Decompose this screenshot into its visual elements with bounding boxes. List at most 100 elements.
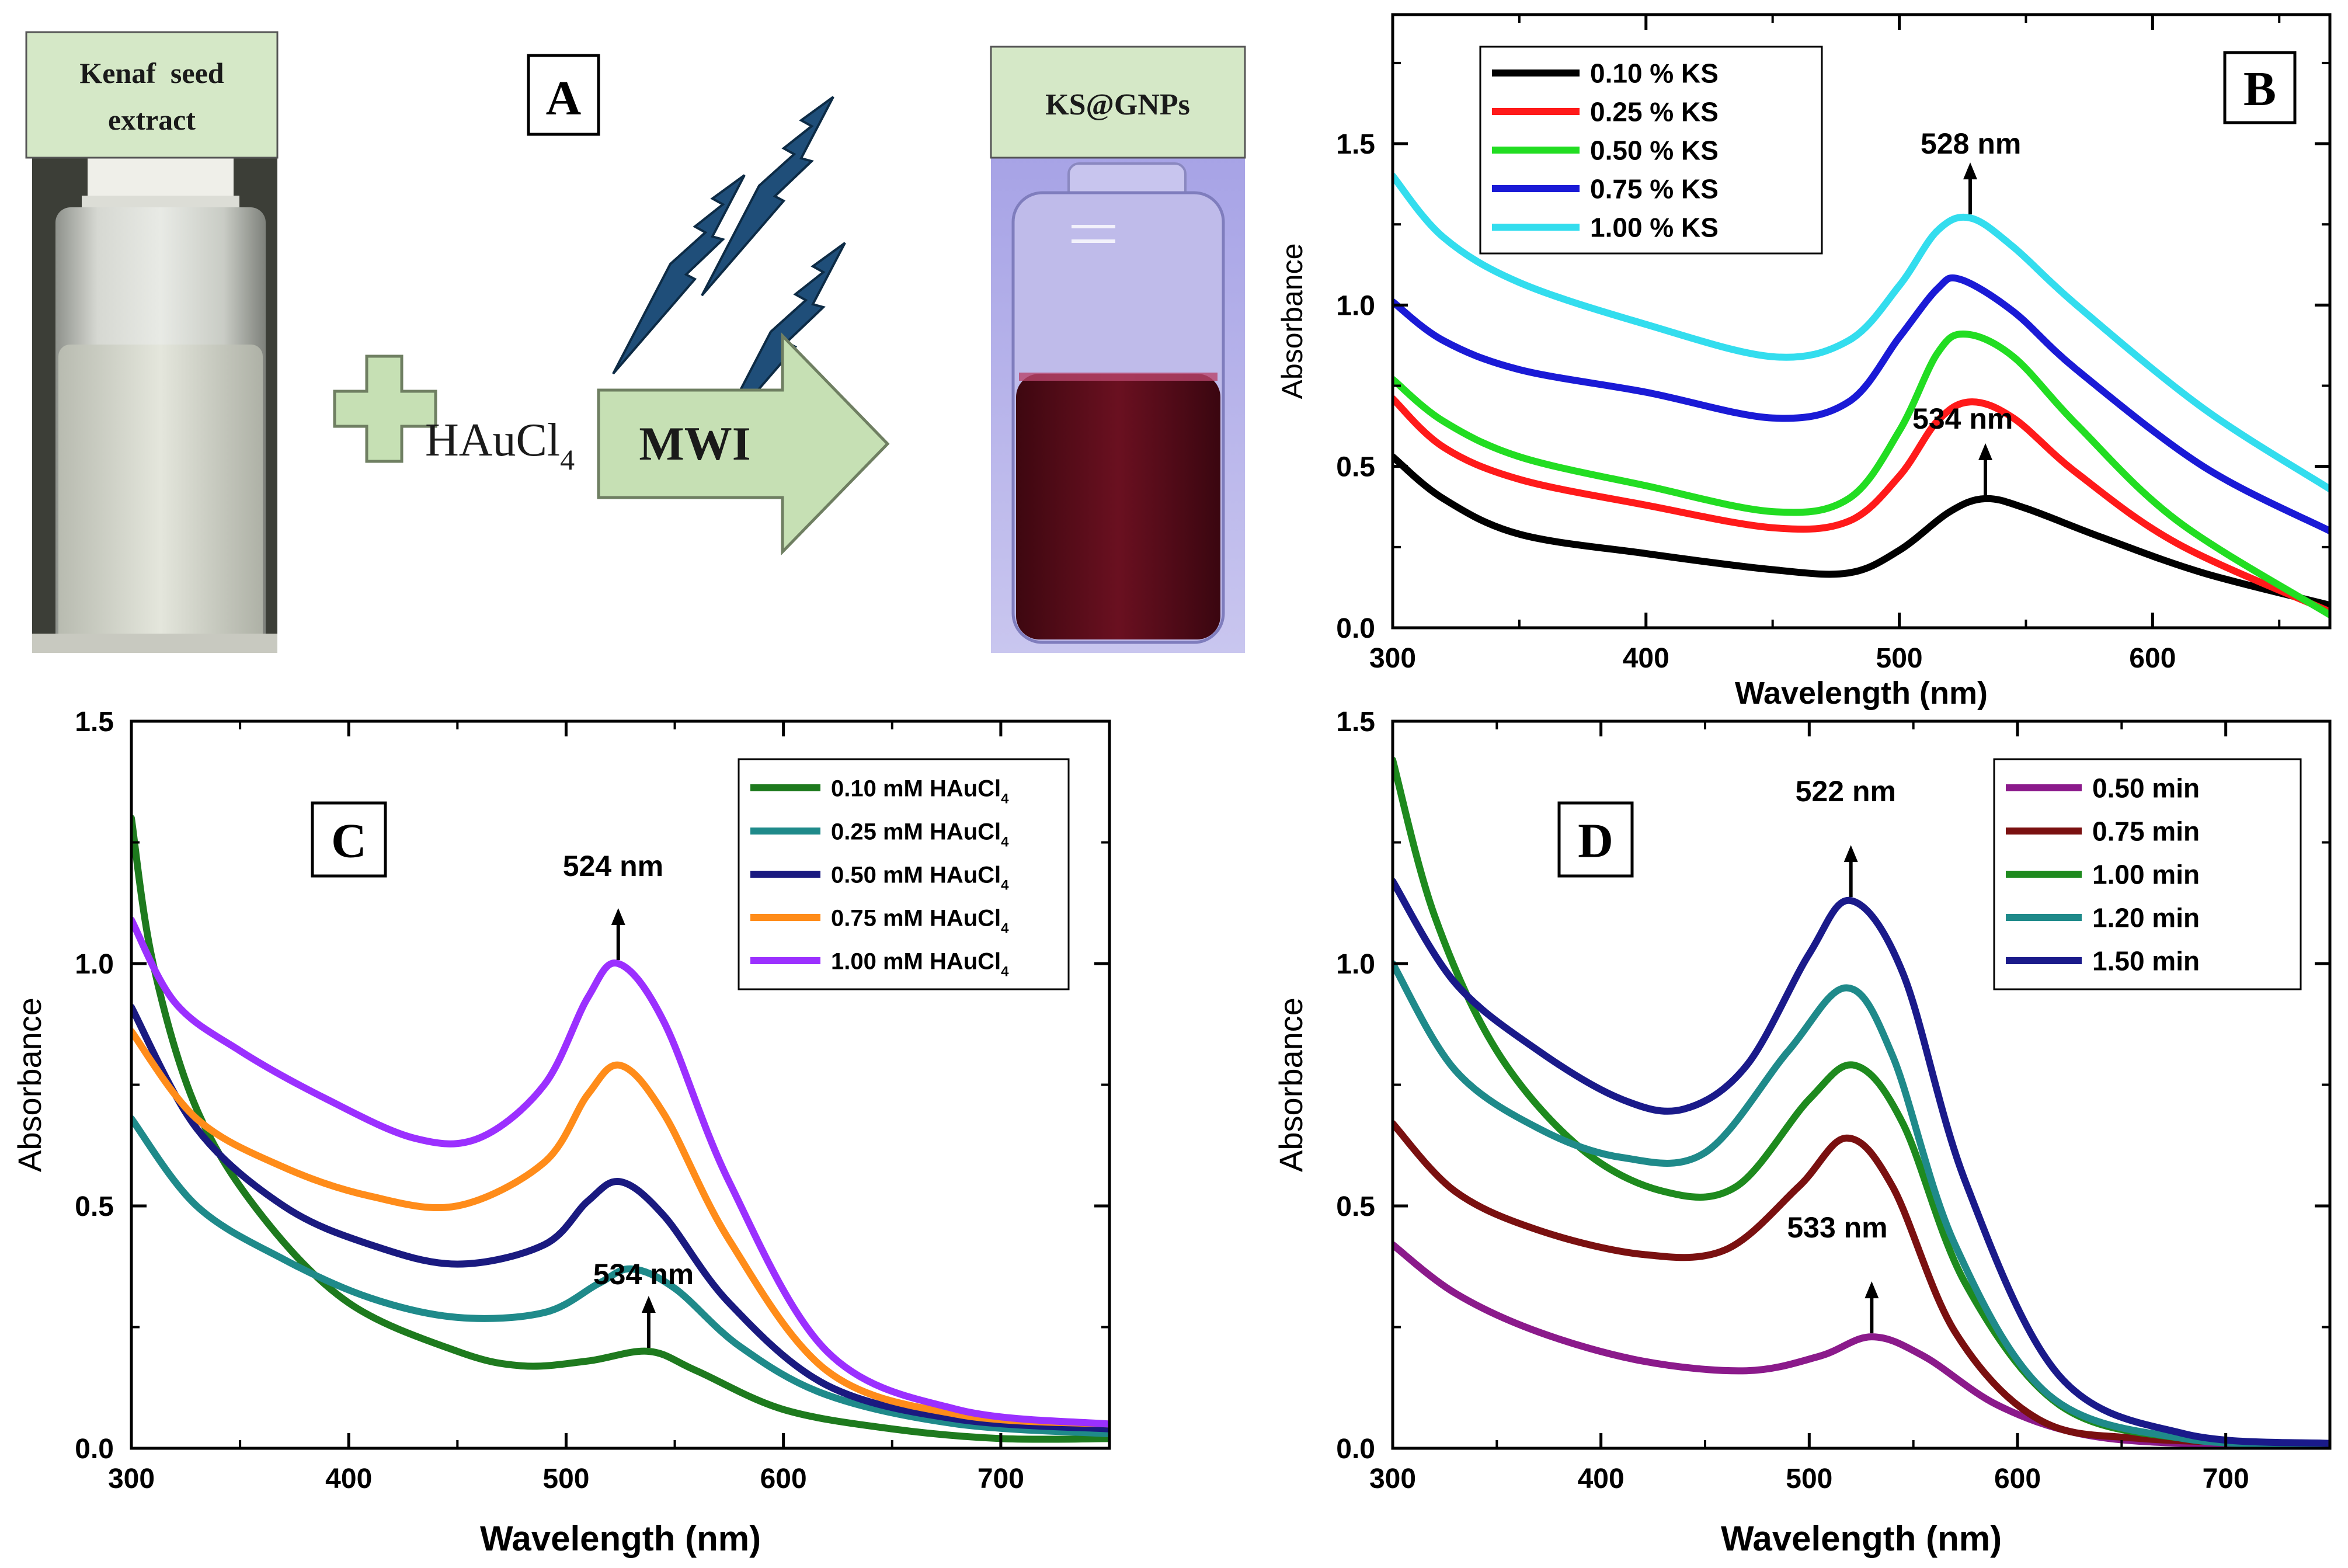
legend-label-text: 0.50 mM HAuCl <box>831 862 1001 888</box>
x-tick-label: 300 <box>1369 1463 1416 1494</box>
series-line-4 <box>1393 960 2330 1448</box>
panel-letter: B <box>2243 62 2276 116</box>
panel-letter-box <box>311 801 387 878</box>
legend-label: 0.75 min <box>2092 816 2200 847</box>
y-tick-label: 1.0 <box>1336 949 1375 980</box>
legend-label: 1.00 min <box>2092 860 2200 890</box>
legend-label: 1.50 min <box>2092 946 2200 976</box>
y-tick-label: 0.0 <box>75 1434 114 1465</box>
panel-a-letter: A <box>546 71 582 126</box>
peak-arrow-head <box>1843 845 1858 863</box>
legend-label-text: 1.00 min <box>2092 860 2200 890</box>
series-line-3 <box>1393 331 2330 618</box>
series-line-2 <box>1393 395 2330 616</box>
x-axis-label: Wavelength (nm) <box>1721 1519 2002 1558</box>
series-line-2 <box>131 1115 1109 1438</box>
y-tick-label: 1.5 <box>1336 129 1375 160</box>
y-tick-label: 1.0 <box>75 949 114 980</box>
series-line-1 <box>1393 453 2330 609</box>
legend-label: 0.50 % KS <box>1590 135 1719 166</box>
y-tick-label: 1.5 <box>1336 707 1375 738</box>
plot-frame <box>1391 13 2332 630</box>
bolt-icon <box>612 174 746 375</box>
legend-label-text: 0.50 % KS <box>1590 135 1719 166</box>
legend-label-text: 1.50 min <box>2092 946 2200 976</box>
legend-label: 0.25 mM HAuCl4 <box>831 819 1009 850</box>
extract-label-box <box>25 31 279 159</box>
legend-label: 0.10 % KS <box>1590 58 1719 89</box>
y-tick-label: 1.5 <box>75 707 114 738</box>
panel-a-letter-box <box>527 54 600 136</box>
y-tick-label: 0.5 <box>1336 452 1375 483</box>
panel-a: Kenaf seed extract HAuCl4 A MWI K <box>25 31 1246 653</box>
panel-letter-box <box>1557 801 1634 878</box>
x-tick-label: 500 <box>1786 1463 1832 1494</box>
x-tick-label: 300 <box>108 1463 155 1494</box>
x-tick-label: 400 <box>1578 1463 1625 1494</box>
legend-label-text: 1.20 min <box>2092 903 2200 933</box>
series-line-1 <box>1393 1241 2330 1448</box>
series-line-4 <box>131 1028 1109 1428</box>
legend-label-text: 1.00 mM HAuCl <box>831 948 1001 974</box>
mwi-label: MWI <box>639 417 750 470</box>
legend-label-text: 0.25 mM HAuCl <box>831 819 1001 844</box>
legend-label-subscript: 4 <box>1001 920 1009 936</box>
legend-label: 0.50 min <box>2092 773 2200 804</box>
peak-arrow-head <box>641 1296 656 1313</box>
legend-label: 1.20 min <box>2092 903 2200 933</box>
product-label-box <box>990 46 1246 159</box>
chart-d-series <box>1393 756 2330 1448</box>
legend-label-text: 0.25 % KS <box>1590 97 1719 127</box>
y-tick-label: 0.5 <box>1336 1191 1375 1222</box>
extract-label-line1: Kenaf seed <box>79 57 224 89</box>
chart-b: 300 400 500 600 0.0 0.5 1.0 1.5 Wavelength (nm) A… <box>1276 13 2332 711</box>
x-axis-label: Wavelength (nm) <box>1735 676 1988 711</box>
legend-label: 0.50 mM HAuCl4 <box>831 862 1009 893</box>
legend-label-text: 0.75 min <box>2092 816 2200 847</box>
chart-c: 300 400 500 600 700 0.0 0.5 1.0 1.5 Wavelength (n… <box>11 707 1111 1558</box>
legend-label-text: 0.10 % KS <box>1590 58 1719 89</box>
series-line-2 <box>1393 1119 2330 1447</box>
series-line-3 <box>131 1003 1109 1433</box>
chart-c-series <box>131 815 1109 1443</box>
panel-letter: D <box>1578 814 1613 868</box>
x-tick-label: 600 <box>760 1463 807 1494</box>
legend-label-text: 1.00 % KS <box>1590 213 1719 243</box>
legend-label: 0.75 mM HAuCl4 <box>831 905 1009 936</box>
peak-arrow-head <box>1865 1281 1879 1299</box>
legend-label-subscript: 4 <box>1001 791 1009 806</box>
x-tick-label: 300 <box>1369 643 1416 674</box>
panel-letter-box <box>2223 51 2297 124</box>
chart-d-legend: 0.50 min 0.75 min 1.00 min 1.20 min 1.50 min <box>1993 758 2302 990</box>
peak-arrow-head <box>611 908 625 925</box>
peak-arrow-head <box>1978 443 1993 460</box>
chart-b-series <box>1393 172 2330 618</box>
y-tick-label: 0.0 <box>1336 1434 1375 1465</box>
y-tick-label: 0.5 <box>75 1191 114 1222</box>
x-tick-label: 400 <box>325 1463 372 1494</box>
x-axis-label: Wavelength (nm) <box>480 1519 761 1558</box>
legend-label-text: 0.50 min <box>2092 773 2200 804</box>
legend-label: 0.25 % KS <box>1590 97 1719 127</box>
legend-label: 1.00 % KS <box>1590 213 1719 243</box>
legend-label-subscript: 4 <box>1001 834 1009 850</box>
legend-label-subscript: 4 <box>1001 964 1009 979</box>
x-tick-label: 700 <box>978 1463 1024 1494</box>
extract-vial-photo <box>32 157 277 653</box>
x-tick-label: 600 <box>1994 1463 2041 1494</box>
peak-label: 528 nm <box>1921 127 2021 160</box>
y-tick-label: 0.0 <box>1336 613 1375 644</box>
series-line-5 <box>131 916 1109 1428</box>
x-tick-label: 500 <box>542 1463 589 1494</box>
legend-label-text: 0.75 mM HAuCl <box>831 905 1001 931</box>
series-line-5 <box>1393 877 2330 1447</box>
peak-label: 533 nm <box>1787 1211 1887 1244</box>
x-tick-label: 700 <box>2203 1463 2249 1494</box>
reagent-label: HAuCl4 <box>425 415 575 476</box>
mwi-arrow <box>597 332 890 556</box>
panel-letter: C <box>331 814 367 868</box>
chart-b-legend: 0.10 % KS 0.25 % KS 0.50 % KS 0.75 % KS 1.00… <box>1479 46 1823 255</box>
legend-label-subscript: 4 <box>1001 877 1009 893</box>
